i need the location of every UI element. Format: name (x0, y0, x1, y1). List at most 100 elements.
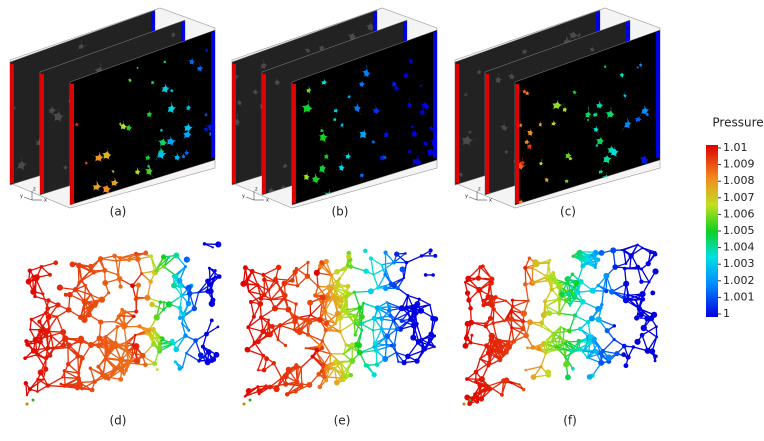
pore (311, 354, 315, 358)
throat (301, 367, 302, 384)
pore (245, 283, 247, 285)
pore (549, 287, 553, 291)
pore (209, 301, 215, 307)
pore (501, 378, 506, 383)
pore (629, 267, 631, 269)
pore (380, 264, 382, 266)
pore (505, 300, 508, 303)
pore (55, 302, 60, 307)
pore (380, 327, 384, 331)
pore (46, 298, 50, 302)
pore (171, 283, 177, 289)
pore (257, 369, 259, 371)
pore (63, 385, 65, 387)
pore (382, 356, 388, 362)
pore (414, 358, 419, 363)
pore (142, 253, 144, 255)
pore (569, 349, 573, 353)
pore (387, 308, 391, 312)
pore (86, 312, 92, 318)
pore (403, 277, 405, 279)
throat (532, 268, 547, 276)
throat (494, 309, 505, 321)
pore (314, 270, 320, 276)
pore (321, 364, 325, 368)
pore (624, 262, 627, 265)
pore (106, 349, 111, 354)
pore (330, 295, 335, 300)
pore (267, 288, 271, 292)
pore (128, 255, 132, 259)
pore (250, 269, 255, 274)
pore (28, 387, 32, 391)
pore (557, 311, 562, 316)
pore (316, 352, 318, 354)
pore (284, 344, 287, 347)
pore (270, 324, 275, 329)
pore (640, 333, 645, 338)
pore (478, 382, 484, 388)
pore (210, 318, 214, 322)
colorbar-tick-label: 1.008 (723, 174, 755, 187)
pore (46, 383, 50, 387)
pore (372, 316, 377, 321)
pore (118, 285, 122, 289)
pore (421, 349, 424, 352)
pore (333, 359, 338, 364)
pore (178, 366, 182, 370)
pore (158, 342, 161, 345)
pore (489, 280, 494, 285)
pore (314, 348, 318, 352)
pore (320, 346, 324, 350)
pore (650, 290, 655, 295)
pore (405, 261, 408, 264)
pore (283, 293, 288, 298)
pore (522, 388, 525, 391)
pore (173, 253, 179, 259)
pore (524, 369, 527, 372)
pore (214, 352, 220, 358)
pore (363, 249, 367, 253)
pore (487, 385, 490, 388)
pore (636, 244, 638, 246)
pore (279, 287, 282, 290)
pore (96, 365, 100, 369)
pore (92, 379, 97, 384)
pore (45, 346, 50, 351)
pore (25, 342, 30, 347)
pore (574, 286, 576, 288)
pore (162, 264, 166, 268)
pore (172, 342, 175, 345)
pore (172, 275, 176, 279)
pore (181, 322, 183, 324)
pore (135, 256, 141, 262)
pore (305, 347, 307, 349)
pore (307, 319, 313, 325)
pore (527, 299, 530, 302)
pore (571, 367, 575, 371)
pore (178, 306, 183, 311)
pore (464, 281, 466, 283)
pore (613, 324, 617, 328)
panel-label: (a) (110, 205, 127, 219)
pore (433, 345, 436, 348)
pore (32, 275, 34, 277)
pore (88, 264, 94, 270)
pore (498, 339, 501, 342)
pore (285, 306, 291, 312)
pore (623, 281, 629, 287)
pore (429, 304, 431, 306)
pore (339, 361, 342, 364)
pore (182, 313, 186, 317)
pore (78, 281, 81, 284)
pore (60, 329, 66, 335)
pore (298, 383, 303, 388)
pore (319, 260, 324, 265)
pore (559, 326, 561, 328)
pore (579, 256, 584, 261)
pore (345, 284, 350, 289)
pore (343, 380, 345, 382)
pore (523, 333, 529, 339)
colorbar-title: Pressure (712, 116, 763, 130)
colorbar-tick-label: 1.004 (723, 241, 755, 254)
